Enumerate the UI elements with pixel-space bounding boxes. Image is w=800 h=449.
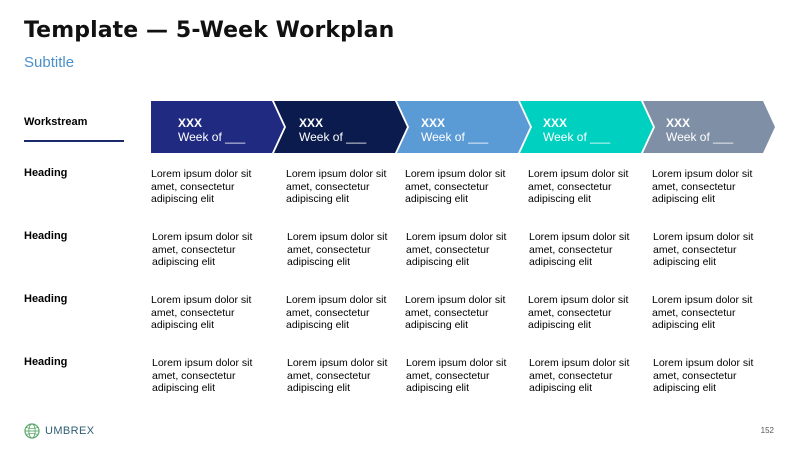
row-1-heading: Heading — [24, 167, 68, 179]
row-1-cell-3: Lorem ipsum dolor sit amet, consectetur … — [405, 168, 506, 205]
week-3-header: XXX Week of ___ — [421, 116, 489, 145]
page-number: 152 — [760, 426, 774, 435]
week-2-header: XXX Week of ___ — [299, 116, 367, 145]
week-2-label: Week of ___ — [299, 129, 367, 144]
workstream-divider — [24, 140, 124, 142]
week-4-header: XXX Week of ___ — [543, 116, 611, 145]
row-1-cell-2: Lorem ipsum dolor sit amet, consectetur … — [286, 168, 387, 205]
row-1-cell-1: Lorem ipsum dolor sit amet, consectetur … — [151, 168, 252, 205]
row-3-cell-5: Lorem ipsum dolor sit amet, consectetur … — [652, 294, 753, 331]
page-subtitle: Subtitle — [24, 54, 75, 71]
row-2-cell-1: Lorem ipsum dolor sit amet, consectetur … — [152, 231, 253, 268]
week-4-code: XXX — [543, 116, 568, 130]
row-4-cell-2: Lorem ipsum dolor sit amet, consectetur … — [287, 357, 388, 394]
week-1-label: Week of ___ — [178, 129, 246, 144]
week-2-code: XXX — [299, 116, 324, 130]
umbrex-logo: UMBREX — [24, 423, 94, 439]
week-1-code: XXX — [178, 116, 203, 130]
row-3-cell-1: Lorem ipsum dolor sit amet, consectetur … — [151, 294, 252, 331]
row-4-cell-1: Lorem ipsum dolor sit amet, consectetur … — [152, 357, 253, 394]
row-1-cell-5: Lorem ipsum dolor sit amet, consectetur … — [652, 168, 753, 205]
workstream-label: Workstream — [24, 116, 88, 128]
row-2-heading: Heading — [24, 230, 68, 242]
row-4-cell-4: Lorem ipsum dolor sit amet, consectetur … — [529, 357, 630, 394]
row-2-cell-3: Lorem ipsum dolor sit amet, consectetur … — [406, 231, 507, 268]
week-5-code: XXX — [666, 116, 691, 130]
row-4-heading: Heading — [24, 356, 68, 368]
row-3-cell-2: Lorem ipsum dolor sit amet, consectetur … — [286, 294, 387, 331]
row-4-cell-3: Lorem ipsum dolor sit amet, consectetur … — [406, 357, 507, 394]
row-2-cell-4: Lorem ipsum dolor sit amet, consectetur … — [529, 231, 630, 268]
week-3-label: Week of ___ — [421, 129, 489, 144]
globe-icon — [24, 423, 40, 439]
row-3-cell-3: Lorem ipsum dolor sit amet, consectetur … — [405, 294, 506, 331]
week-5-header: XXX Week of ___ — [666, 116, 734, 145]
row-3-cell-4: Lorem ipsum dolor sit amet, consectetur … — [528, 294, 629, 331]
week-1-header: XXX Week of ___ — [178, 116, 246, 145]
page-title: Template — 5-Week Workplan — [24, 18, 395, 43]
row-4-cell-5: Lorem ipsum dolor sit amet, consectetur … — [653, 357, 754, 394]
row-2-cell-5: Lorem ipsum dolor sit amet, consectetur … — [653, 231, 754, 268]
week-4-label: Week of ___ — [543, 129, 611, 144]
week-3-code: XXX — [421, 116, 446, 130]
row-2-cell-2: Lorem ipsum dolor sit amet, consectetur … — [287, 231, 388, 268]
logo-text: UMBREX — [45, 425, 95, 437]
row-3-heading: Heading — [24, 293, 68, 305]
week-5-label: Week of ___ — [666, 129, 734, 144]
row-1-cell-4: Lorem ipsum dolor sit amet, consectetur … — [528, 168, 629, 205]
